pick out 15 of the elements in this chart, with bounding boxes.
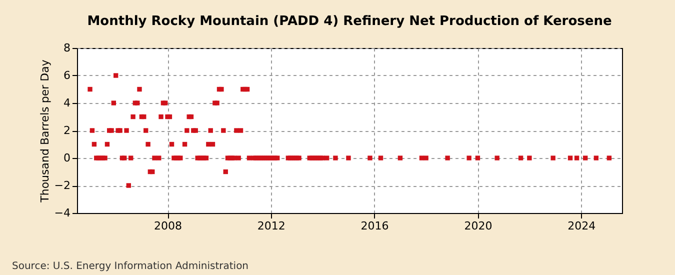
x-tick-label: 2020 (464, 220, 492, 232)
y-tick-label: 4 (64, 96, 70, 110)
y-tick-label: −2 (54, 179, 70, 192)
y-axis-title: Thousand Barrels per Day (38, 59, 52, 204)
y-tick-label: 6 (64, 69, 70, 82)
chart-title: Monthly Rocky Mountain (PADD 4) Refinery Net Production of Kerosene (87, 14, 612, 29)
y-tick-label: −4 (54, 206, 70, 220)
source-note: Source: U.S. Energy Information Administration (12, 261, 249, 272)
y-tick-label: 2 (64, 124, 70, 137)
y-tick-label: 8 (64, 42, 70, 54)
x-tick-label: 2012 (257, 220, 286, 232)
x-tick-label: 2008 (154, 220, 182, 232)
y-tick-label: 0 (64, 152, 70, 164)
x-tick-label: 2016 (360, 220, 389, 232)
x-tick-label: 2024 (568, 220, 596, 232)
